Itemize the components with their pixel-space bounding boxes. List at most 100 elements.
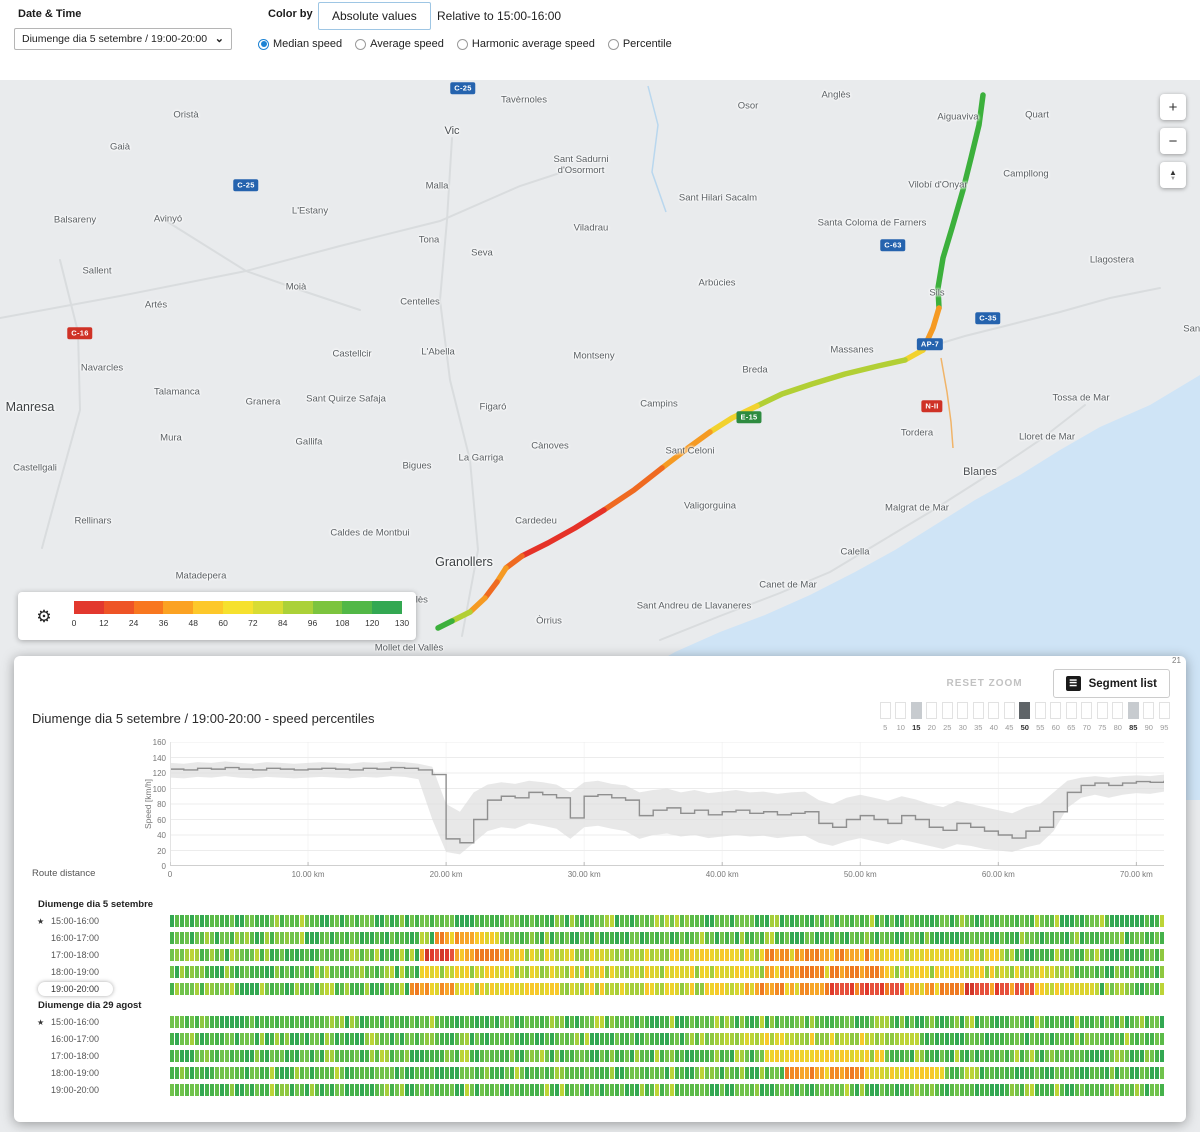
heatmap-row-label[interactable]: ★ 15:00-16:00	[14, 916, 170, 926]
pitch-toggle-button[interactable]: ▲ ▼	[1160, 162, 1186, 188]
percentile-15[interactable]: 15	[909, 702, 925, 732]
map-town-label: Sant Sadurni d'Osormort	[553, 154, 609, 176]
heatmap-row-label[interactable]: 18:00-19:00	[14, 967, 170, 977]
percentile-value: 35	[974, 723, 983, 732]
map-town-label: Moià	[285, 281, 307, 293]
percentile-50[interactable]: 50	[1017, 702, 1033, 732]
percentile-40[interactable]: 40	[986, 702, 1002, 732]
heatmap-row-label[interactable]: 16:00-17:00	[14, 933, 170, 943]
heatmap-row-label[interactable]: 17:00-18:00	[14, 950, 170, 960]
y-tick-label: 160	[152, 738, 166, 747]
heatmap-strip[interactable]	[170, 1067, 1165, 1079]
percentile-10[interactable]: 10	[893, 702, 909, 732]
map-town-label: Aiguaviva	[937, 111, 979, 123]
map-town-label: L'Estany	[291, 205, 329, 217]
map-town-label: Granera	[245, 396, 281, 408]
road-badge-c-16: C-16	[67, 327, 93, 339]
percentile-value: 85	[1129, 723, 1138, 732]
heatmap-strip[interactable]	[170, 983, 1165, 995]
percentile-95[interactable]: 95	[1157, 702, 1173, 732]
map-town-label: Viladrau	[573, 222, 609, 234]
map-town-label: Lloret de Mar	[1019, 431, 1075, 443]
relative-to-label[interactable]: Relative to 15:00-16:00	[437, 9, 562, 23]
heatmap-row-label[interactable]: 19:00-20:00	[14, 1085, 170, 1095]
heatmap-strip[interactable]	[170, 915, 1165, 927]
radio-percentile[interactable]: Percentile	[607, 38, 672, 50]
route-speed-overlay	[435, 92, 986, 631]
percentile-65[interactable]: 65	[1064, 702, 1080, 732]
heatmap-row: 19:00-20:00	[14, 982, 1186, 996]
heatmap-row-label[interactable]: 16:00-17:00	[14, 1034, 170, 1044]
percentile-70[interactable]: 70	[1079, 702, 1095, 732]
zoom-out-button[interactable]: −	[1160, 128, 1186, 154]
percentile-45[interactable]: 45	[1002, 702, 1018, 732]
heatmap-strip[interactable]	[170, 1016, 1165, 1028]
percentile-35[interactable]: 35	[971, 702, 987, 732]
radio-median-speed[interactable]: Median speed	[258, 38, 342, 50]
map-town-label: Malla	[425, 180, 449, 192]
radio-harmonic-average-speed[interactable]: Harmonic average speed	[456, 38, 595, 50]
speed-percentile-chart[interactable]	[170, 742, 1164, 866]
map-town-label: Rellinars	[74, 515, 112, 527]
percentile-value: 65	[1067, 723, 1076, 732]
percentile-90[interactable]: 90	[1141, 702, 1157, 732]
percentile-value: 30	[958, 723, 967, 732]
date-time-select[interactable]: Diumenge dia 5 setembre / 19:00-20:00 ⌄	[14, 28, 232, 50]
heatmap-row-time: 17:00-18:00	[51, 950, 100, 960]
segment-list-button[interactable]: ☰ Segment list	[1052, 669, 1170, 698]
heatmap: Diumenge dia 5 setembre ★ 15:00-16:00 16:00…	[14, 896, 1186, 1101]
radio-label: Median speed	[273, 38, 343, 50]
heatmap-row-label[interactable]: 18:00-19:00	[14, 1068, 170, 1078]
reset-zoom-button[interactable]: RESET ZOOM	[946, 678, 1023, 689]
heatmap-strip[interactable]	[170, 1050, 1165, 1062]
radio-circle-icon	[258, 38, 269, 50]
percentile-60[interactable]: 60	[1048, 702, 1064, 732]
map-town-label: Tordera	[900, 427, 934, 439]
percentile-value: 5	[883, 723, 888, 732]
road-badge-ap-7: AP-7	[916, 338, 944, 350]
heatmap-row-label[interactable]: 19:00-20:00	[14, 982, 170, 996]
percentile-30[interactable]: 30	[955, 702, 971, 732]
percentile-75[interactable]: 75	[1095, 702, 1111, 732]
map-town-label: Llagostera	[1089, 254, 1135, 266]
percentile-value: 80	[1113, 723, 1122, 732]
percentile-25[interactable]: 25	[940, 702, 956, 732]
map-town-label: Santa Coloma de Farners	[817, 217, 927, 229]
map-town-label: Navarcles	[80, 362, 124, 374]
percentile-5[interactable]: 5	[878, 702, 894, 732]
heatmap-strip[interactable]	[170, 966, 1165, 978]
heatmap-row: 17:00-18:00	[14, 949, 1186, 961]
radio-average-speed[interactable]: Average speed	[355, 38, 444, 50]
percentile-80[interactable]: 80	[1110, 702, 1126, 732]
map-town-label: Breda	[742, 364, 768, 376]
map-town-label: Figaró	[479, 401, 507, 413]
map-town-label: Vic	[444, 125, 460, 137]
heatmap-strip[interactable]	[170, 932, 1165, 944]
heatmap-row-time: 18:00-19:00	[51, 967, 100, 977]
legend-tick-label: 130	[394, 618, 410, 628]
percentile-20[interactable]: 20	[924, 702, 940, 732]
heatmap-row: ★ 15:00-16:00	[14, 1016, 1186, 1028]
percentile-value: 70	[1082, 723, 1091, 732]
road-badge-n-ii: N-II	[921, 400, 943, 412]
map-town-label: Centelles	[400, 296, 440, 308]
map-town-label: Vilobí d'Onyar	[908, 179, 968, 191]
absolute-values-button[interactable]: Absolute values	[318, 2, 431, 30]
percentile-55[interactable]: 55	[1033, 702, 1049, 732]
heatmap-strip[interactable]	[170, 1033, 1165, 1045]
percentile-value: 75	[1098, 723, 1107, 732]
heatmap-row-label[interactable]: ★ 15:00-16:00	[14, 1017, 170, 1027]
heatmap-strip[interactable]	[170, 1084, 1165, 1096]
zoom-in-button[interactable]: +	[1160, 94, 1186, 120]
percentile-85[interactable]: 85	[1126, 702, 1142, 732]
gear-icon[interactable]: ⚙	[28, 601, 60, 633]
x-tick-label: 70.00 km	[1119, 870, 1153, 879]
radio-label: Percentile	[622, 38, 672, 50]
speed-legend: ⚙ 0 12 24 36 48 60 72 84 96 108 120 130	[18, 592, 416, 640]
map-town-label: Balsareny	[53, 214, 97, 226]
percentile-value: 40	[989, 723, 998, 732]
percentile-box	[926, 702, 938, 719]
heatmap-row-label[interactable]: 17:00-18:00	[14, 1051, 170, 1061]
heatmap-row: 19:00-20:00	[14, 1084, 1186, 1096]
heatmap-strip[interactable]	[170, 949, 1165, 961]
